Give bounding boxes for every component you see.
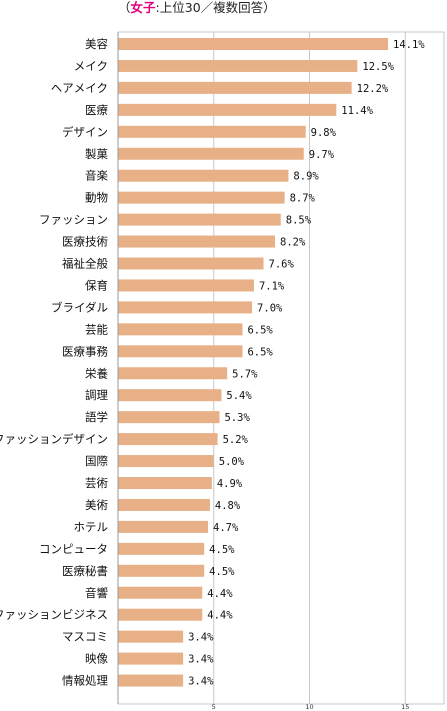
category-label: 福祉全般	[62, 257, 108, 271]
category-label: 芸能	[85, 322, 108, 336]
bar	[118, 477, 212, 489]
category-label: 医療秘書	[62, 564, 108, 578]
value-label: 3.4%	[188, 676, 214, 688]
x-tick-label: 15	[401, 703, 409, 711]
value-label: 12.2%	[357, 83, 389, 95]
value-label: 4.4%	[207, 588, 233, 600]
value-label: 5.2%	[223, 434, 249, 446]
bar	[118, 608, 203, 621]
category-label: 情報処理	[62, 674, 108, 688]
category-label: 動物	[85, 191, 108, 205]
value-label: 7.0%	[257, 302, 283, 314]
value-label: 6.5%	[247, 346, 273, 358]
bar	[118, 38, 389, 50]
bar	[118, 125, 306, 138]
value-label: 3.4%	[188, 654, 214, 666]
value-label: 8.9%	[293, 171, 319, 183]
value-label: 9.8%	[311, 127, 337, 139]
bar	[118, 257, 264, 270]
value-label: 9.7%	[309, 149, 335, 161]
bar	[118, 147, 304, 160]
bar	[118, 455, 214, 468]
bar	[118, 586, 203, 599]
value-label: 4.7%	[213, 522, 239, 534]
value-label: 7.6%	[269, 259, 295, 271]
bar	[118, 59, 358, 72]
chart-title-accent: 女子	[131, 0, 157, 15]
chart-title: （女子:上位30／複数回答）	[118, 0, 276, 15]
category-label: ブライダル	[51, 300, 108, 314]
bar	[118, 433, 218, 446]
category-label: 医療技術	[62, 235, 108, 249]
value-label: 11.4%	[341, 105, 373, 117]
bar	[118, 235, 276, 248]
category-label: 国際	[85, 454, 108, 468]
category-label: マスコミ	[62, 630, 108, 644]
value-label: 4.5%	[209, 544, 235, 556]
value-label: 8.7%	[290, 193, 316, 205]
bar	[118, 630, 184, 643]
value-label: 8.2%	[280, 237, 306, 249]
category-label: 美術	[85, 498, 108, 512]
bar	[118, 564, 205, 577]
category-label: 医療事務	[62, 344, 108, 358]
chart-title-rest: :上位30／複数回答）	[156, 0, 276, 15]
category-label: 美容	[85, 37, 108, 51]
value-label: 6.5%	[247, 324, 273, 336]
value-label: 4.9%	[217, 478, 243, 490]
category-label: 医療	[85, 103, 108, 117]
value-label: 4.5%	[209, 566, 235, 578]
bar	[118, 674, 184, 687]
category-label: 音響	[85, 586, 108, 600]
plot-area: 5 10 15 美容 14.1% メイク 12.5% ヘアメイク 12.2% 医療 11.4% デザイ…	[0, 31, 445, 711]
bar	[118, 498, 210, 511]
category-label: メイク	[74, 59, 108, 73]
x-tick-label: 5	[212, 703, 216, 711]
bar	[118, 542, 205, 555]
bar	[118, 323, 243, 336]
bar	[118, 169, 289, 182]
value-label: 4.8%	[215, 500, 241, 512]
category-label: 音楽	[85, 169, 108, 183]
value-label: 5.4%	[226, 390, 252, 402]
category-label: ヘアメイク	[51, 81, 108, 95]
value-label: 14.1%	[393, 39, 425, 51]
bar	[118, 81, 352, 94]
category-label: 製菓	[85, 147, 108, 161]
bar	[118, 103, 337, 116]
chart-title-open: （	[118, 0, 131, 15]
category-label: 保育	[85, 278, 108, 292]
category-label: ファッションデザイン	[0, 432, 108, 446]
category-label: 映像	[85, 652, 108, 666]
x-tick-label: 10	[305, 703, 313, 711]
category-label: 語学	[85, 410, 108, 424]
value-label: 8.5%	[286, 215, 312, 227]
category-label: 栄養	[85, 366, 108, 380]
value-label: 5.0%	[219, 456, 245, 468]
bar	[118, 411, 220, 424]
bar	[118, 367, 228, 380]
bar	[118, 389, 222, 402]
value-label: 3.4%	[188, 632, 214, 644]
category-label: 芸術	[85, 476, 108, 490]
category-label: コンピュータ	[39, 542, 108, 556]
category-label: ホテル	[74, 520, 109, 534]
value-label: 5.7%	[232, 368, 258, 380]
bar	[118, 652, 184, 665]
category-label: 調理	[85, 388, 108, 402]
value-label: 12.5%	[362, 61, 394, 73]
value-label: 5.3%	[224, 412, 250, 424]
value-label: 4.4%	[207, 610, 233, 622]
bar	[118, 191, 285, 204]
category-label: ファッションビジネス	[0, 608, 108, 622]
bar	[118, 213, 281, 226]
bar	[118, 520, 209, 533]
category-label: デザイン	[62, 125, 108, 139]
bar	[118, 301, 253, 314]
category-label: ファッション	[39, 213, 108, 227]
bar	[118, 345, 243, 358]
value-label: 7.1%	[259, 280, 285, 292]
bar	[118, 279, 254, 292]
